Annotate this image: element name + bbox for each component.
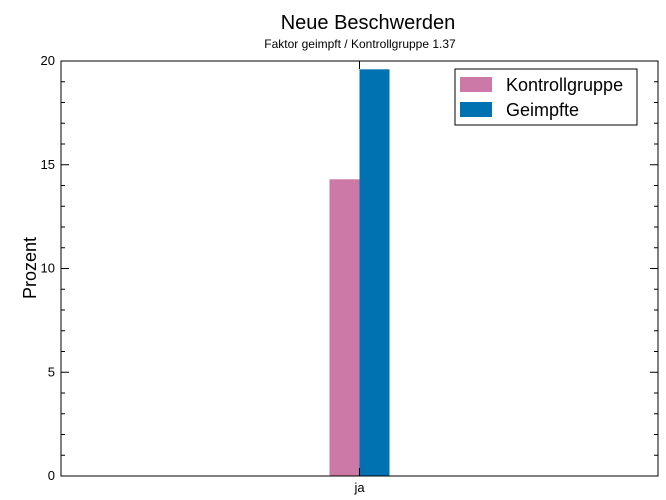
bars-group	[329, 69, 390, 477]
legend-label-kontrollgruppe: Kontrollgruppe	[506, 75, 623, 95]
legend-swatch-geimpfte	[460, 102, 492, 117]
y-tick-label: 0	[48, 468, 55, 483]
y-axis-label: Prozent	[20, 237, 40, 299]
legend-label-geimpfte: Geimpfte	[506, 100, 579, 120]
y-tick-label: 20	[41, 53, 55, 68]
x-tick-label: ja	[353, 480, 365, 495]
y-tick-label: 15	[41, 157, 55, 172]
y-tick-label: 5	[48, 364, 55, 379]
bar-kontrollgruppe-ja	[329, 179, 360, 476]
y-tick-label: 10	[41, 261, 55, 276]
bar-geimpfte-ja	[359, 69, 390, 477]
legend-swatch-kontrollgruppe	[460, 77, 492, 92]
chart-subtitle: Faktor geimpft / Kontrollgruppe 1.37	[264, 37, 456, 51]
legend: Kontrollgruppe Geimpfte	[454, 68, 638, 126]
plot-frame	[60, 60, 659, 477]
chart-title: Neue Beschwerden	[281, 12, 456, 34]
